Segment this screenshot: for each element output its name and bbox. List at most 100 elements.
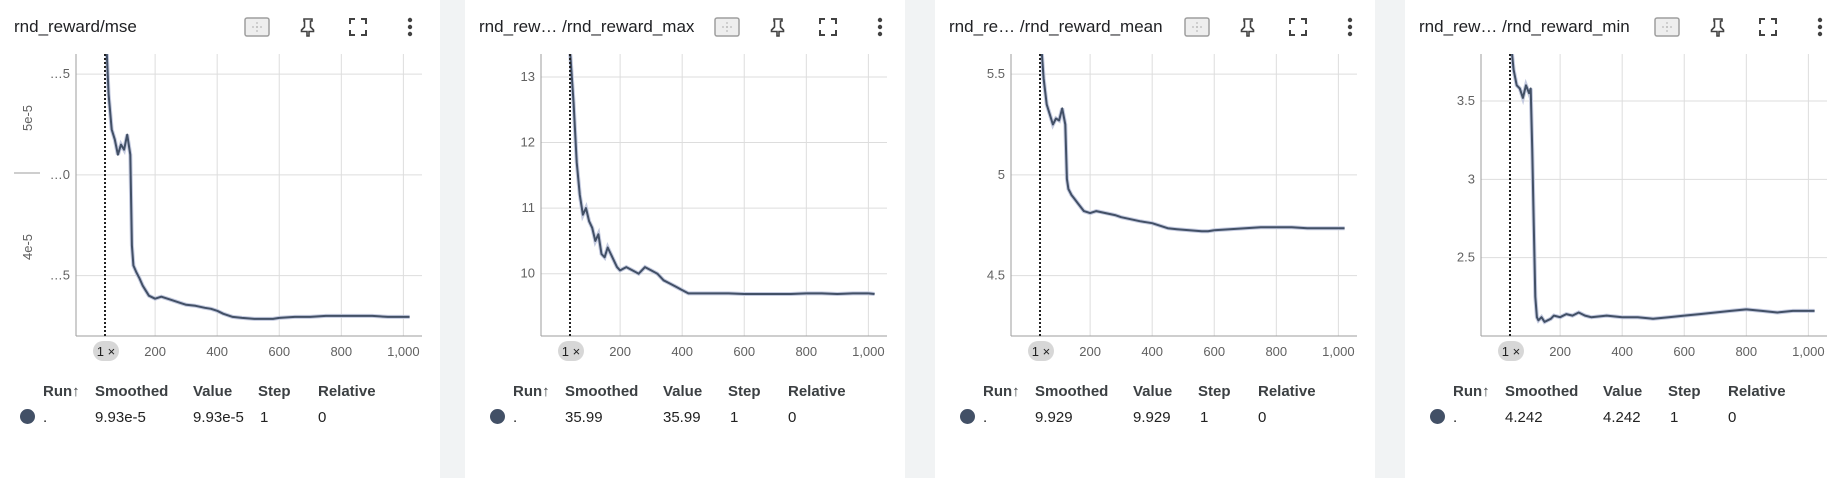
badge-label: 1 × — [97, 344, 115, 359]
badge-label: 1 × — [1032, 344, 1050, 359]
run-color-dot[interactable] — [960, 409, 975, 424]
step-value: 1 — [1200, 409, 1209, 426]
line-chart: 200 400 600 800 1,000 3.5 3 2.5 1 × — [1457, 54, 1827, 361]
step-cursor-badge: 1 × — [558, 341, 584, 361]
more-vert-icon[interactable] — [1336, 14, 1364, 40]
chart-card: rnd_reward/mse 200 400 600 800 1,000 …5 …0 …5 5e… — [0, 0, 440, 478]
fit-domain-icon[interactable] — [713, 14, 741, 40]
header-run[interactable]: Run↑ — [43, 383, 80, 400]
header-run[interactable]: Run↑ — [983, 383, 1020, 400]
line-chart: 200 400 600 800 1,000 …5 …0 …5 5e-5 4e-5 1 × — [14, 54, 422, 361]
fullscreen-icon[interactable] — [1284, 14, 1312, 40]
smoothed-value: 9.929 — [1035, 409, 1073, 426]
badge-background — [1498, 341, 1524, 361]
header-smoothed[interactable]: Smoothed — [95, 383, 169, 400]
run-name: . — [513, 409, 518, 426]
x-tick-label: 600 — [268, 344, 290, 359]
x-tick-label: 200 — [1079, 344, 1101, 359]
fullscreen-icon[interactable] — [1754, 14, 1782, 40]
value-value: 9.93e-5 — [193, 409, 244, 426]
y-tick-label: 12 — [521, 135, 535, 150]
x-tick-label: 200 — [609, 344, 631, 359]
card-header: rnd_re… /rnd_reward_mean — [935, 0, 1375, 54]
smoothed-value: 35.99 — [565, 409, 603, 426]
run-color-dot[interactable] — [20, 409, 35, 424]
x-tick-label: 200 — [144, 344, 166, 359]
pin-icon[interactable] — [1704, 14, 1732, 40]
more-vert-icon[interactable] — [1806, 14, 1834, 40]
smoothed-series-line — [569, 54, 875, 295]
step-value: 1 — [260, 409, 269, 426]
x-tick-label: 800 — [795, 344, 817, 359]
value-value: 9.929 — [1133, 409, 1171, 426]
line-chart: 200 400 600 800 1,000 5.5 5 4.5 1 × — [987, 54, 1357, 361]
plot-area: 200 400 600 800 1,000 …5 …0 …5 5e-5 4e-5 1 × — [14, 54, 422, 361]
x-tick-label: 400 — [206, 344, 228, 359]
header-smoothed[interactable]: Smoothed — [1505, 383, 1579, 400]
header-value[interactable]: Value — [1603, 383, 1643, 400]
header-value[interactable]: Value — [663, 383, 703, 400]
header-relative[interactable]: Relative — [788, 383, 846, 400]
x-tick-label: 600 — [733, 344, 755, 359]
x-tick-label: 400 — [671, 344, 693, 359]
line-chart: 200 400 600 800 1,000 13 12 11 10 1 × — [521, 54, 887, 361]
more-vert-icon[interactable] — [866, 14, 894, 40]
x-tick-label: 600 — [1203, 344, 1225, 359]
badge-label: 1 × — [1502, 344, 1520, 359]
chart-title: rnd_re… /rnd_reward_mean — [949, 17, 1163, 36]
card-header: rnd_reward/mse — [0, 0, 440, 54]
run-color-dot[interactable] — [1430, 409, 1445, 424]
x-tick-label: 400 — [1611, 344, 1633, 359]
smoothed-series-line — [105, 54, 410, 320]
run-color-dot[interactable] — [490, 409, 505, 424]
header-relative[interactable]: Relative — [1728, 383, 1786, 400]
x-tick-label: 800 — [330, 344, 352, 359]
smoothed-series-line — [1040, 54, 1345, 233]
step-cursor-badge: 1 × — [1028, 341, 1054, 361]
value-value: 35.99 — [663, 409, 701, 426]
pin-icon[interactable] — [1234, 14, 1262, 40]
fit-domain-icon[interactable] — [1653, 14, 1681, 40]
relative-value: 0 — [1258, 409, 1267, 426]
more-vert-icon[interactable] — [396, 14, 424, 40]
header-run[interactable]: Run↑ — [1453, 383, 1490, 400]
smoothed-value: 4.242 — [1505, 409, 1543, 426]
pin-icon[interactable] — [764, 14, 792, 40]
header-smoothed[interactable]: Smoothed — [1035, 383, 1109, 400]
fit-domain-icon[interactable] — [243, 14, 271, 40]
card-header: rnd_rew… /rnd_reward_min — [1405, 0, 1840, 54]
header-value[interactable]: Value — [1133, 383, 1173, 400]
header-smoothed[interactable]: Smoothed — [565, 383, 639, 400]
header-step[interactable]: Step — [728, 383, 761, 400]
fullscreen-icon[interactable] — [344, 14, 372, 40]
y-tick-label: …0 — [50, 167, 70, 182]
y-tick-label: 11 — [522, 200, 536, 215]
y-tick-label: 5.5 — [987, 66, 1005, 81]
sort-arrow-icon: ↑ — [72, 383, 80, 400]
badge-background — [1028, 341, 1054, 361]
x-tick-label: 1,000 — [1322, 344, 1355, 359]
x-tick-label: 200 — [1549, 344, 1571, 359]
badge-label: 1 × — [562, 344, 580, 359]
plot-area: 200 400 600 800 1,000 13 12 11 10 1 × — [521, 54, 887, 361]
header-step[interactable]: Step — [258, 383, 291, 400]
y-tick-label: 4.5 — [987, 268, 1005, 283]
raw-series-line — [1039, 54, 1345, 234]
header-run[interactable]: Run↑ — [513, 383, 550, 400]
x-tick-label: 1,000 — [387, 344, 420, 359]
smoothed-series-line — [1511, 54, 1815, 323]
pin-icon[interactable] — [294, 14, 322, 40]
chart-title: rnd_rew… /rnd_reward_min — [1419, 17, 1630, 36]
relative-value: 0 — [788, 409, 797, 426]
header-step[interactable]: Step — [1198, 383, 1231, 400]
fullscreen-icon[interactable] — [814, 14, 842, 40]
x-tick-label: 1,000 — [852, 344, 885, 359]
fit-domain-icon[interactable] — [1183, 14, 1211, 40]
header-relative[interactable]: Relative — [1258, 383, 1316, 400]
chart-card: rnd_re… /rnd_reward_mean 200 400 600 800 1,0… — [935, 0, 1375, 478]
header-step[interactable]: Step — [1668, 383, 1701, 400]
header-relative[interactable]: Relative — [318, 383, 376, 400]
y-tick-label: 3 — [1468, 171, 1475, 186]
header-value[interactable]: Value — [193, 383, 233, 400]
